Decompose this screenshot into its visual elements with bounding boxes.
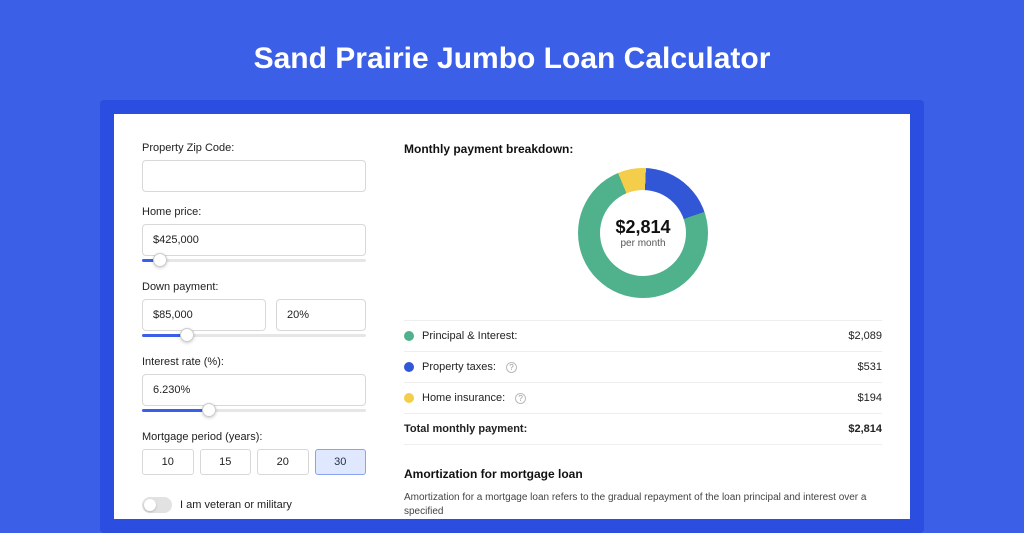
rate-slider[interactable]	[142, 405, 366, 417]
legend-dot	[404, 393, 414, 403]
veteran-label: I am veteran or military	[180, 499, 292, 511]
form-column: Property Zip Code: Home price: Down paym…	[114, 142, 394, 519]
legend-row: Home insurance:? $194	[404, 383, 882, 414]
home-price-slider[interactable]	[142, 255, 366, 267]
donut-value: $2,814	[615, 217, 670, 238]
home-price-label: Home price:	[142, 206, 366, 218]
legend-amount: $194	[858, 392, 882, 404]
period-button-15[interactable]: 15	[200, 449, 252, 475]
down-payment-input[interactable]	[142, 299, 266, 331]
legend-dot	[404, 362, 414, 372]
slider-track	[142, 259, 366, 262]
down-payment-label: Down payment:	[142, 281, 366, 293]
donut-chart: $2,814 per month	[558, 148, 728, 318]
period-row: 10152030	[142, 449, 366, 475]
toggle-knob	[144, 499, 156, 511]
legend-amount: $531	[858, 361, 882, 373]
rate-label: Interest rate (%):	[142, 356, 366, 368]
veteran-row: I am veteran or military	[142, 497, 366, 513]
info-icon[interactable]: ?	[506, 362, 517, 373]
total-label: Total monthly payment:	[404, 423, 527, 435]
page-title: Sand Prairie Jumbo Loan Calculator	[0, 0, 1024, 100]
legend-total-row: Total monthly payment: $2,814	[404, 414, 882, 445]
period-button-20[interactable]: 20	[257, 449, 309, 475]
period-button-10[interactable]: 10	[142, 449, 194, 475]
donut-sub: per month	[620, 238, 665, 249]
calculator-frame: Property Zip Code: Home price: Down paym…	[100, 100, 924, 533]
legend: Principal & Interest: $2,089 Property taxe…	[404, 320, 882, 445]
donut-center: $2,814 per month	[600, 190, 686, 276]
legend-label: Property taxes:	[422, 361, 496, 373]
period-label: Mortgage period (years):	[142, 431, 366, 443]
legend-label: Principal & Interest:	[422, 330, 517, 342]
rate-input[interactable]	[142, 374, 366, 406]
amortization-title: Amortization for mortgage loan	[404, 467, 882, 481]
calculator-panel: Property Zip Code: Home price: Down paym…	[114, 114, 910, 519]
breakdown-column: Monthly payment breakdown: $2,814 per mo…	[394, 142, 910, 519]
veteran-toggle[interactable]	[142, 497, 172, 513]
legend-amount: $2,089	[848, 330, 882, 342]
legend-row: Property taxes:? $531	[404, 352, 882, 383]
legend-label: Home insurance:	[422, 392, 505, 404]
total-amount: $2,814	[848, 423, 882, 435]
breakdown-title: Monthly payment breakdown:	[404, 142, 882, 156]
info-icon[interactable]: ?	[515, 393, 526, 404]
home-price-input[interactable]	[142, 224, 366, 256]
slider-thumb[interactable]	[180, 328, 194, 342]
slider-fill	[142, 409, 209, 412]
period-button-30[interactable]: 30	[315, 449, 367, 475]
zip-label: Property Zip Code:	[142, 142, 366, 154]
amortization-text: Amortization for a mortgage loan refers …	[404, 491, 882, 519]
down-payment-slider[interactable]	[142, 330, 366, 342]
slider-thumb[interactable]	[153, 253, 167, 267]
slider-thumb[interactable]	[202, 403, 216, 417]
down-payment-pct-input[interactable]	[276, 299, 366, 331]
zip-input[interactable]	[142, 160, 366, 192]
legend-dot	[404, 331, 414, 341]
donut-wrap: $2,814 per month	[404, 168, 882, 298]
legend-row: Principal & Interest: $2,089	[404, 321, 882, 352]
